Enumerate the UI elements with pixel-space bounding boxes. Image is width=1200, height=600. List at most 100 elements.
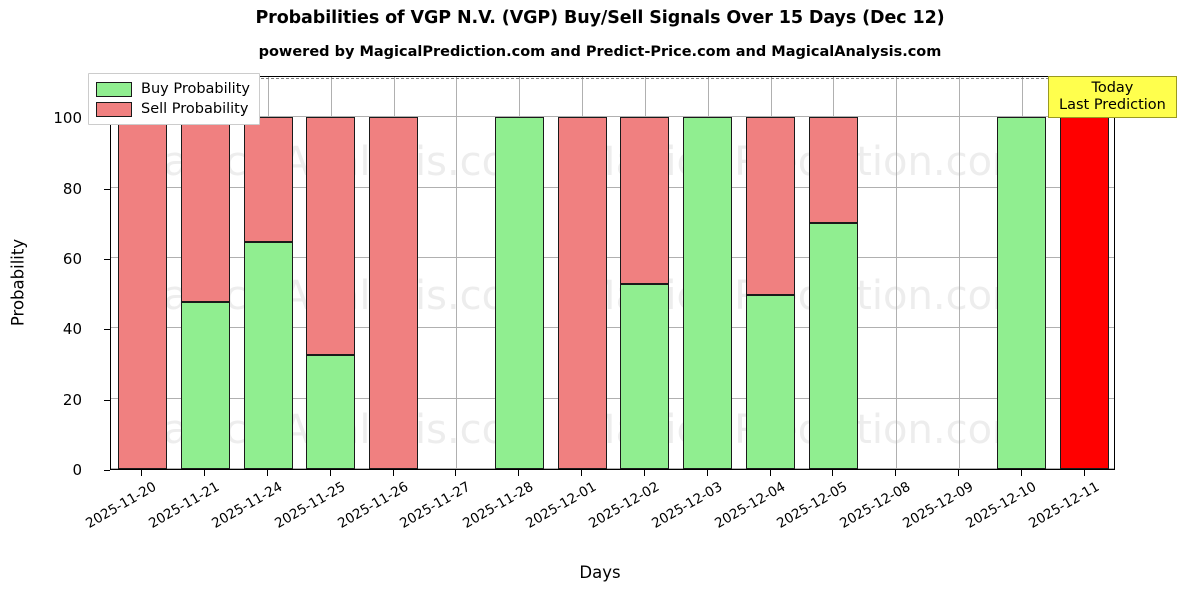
x-axis-tick-mark: [267, 470, 268, 476]
x-axis-tick-mark: [393, 470, 394, 476]
bar-segment-sell[interactable]: [243, 117, 293, 243]
bar-segment-buy[interactable]: [997, 117, 1047, 469]
x-axis-tick-label: 2025-11-25: [272, 478, 348, 532]
bar-segment-buy[interactable]: [808, 222, 858, 469]
legend-color-swatch: [96, 101, 132, 117]
today-annotation: Today Last Prediction: [1048, 76, 1177, 119]
chart-subtitle: powered by MagicalPrediction.com and Pre…: [258, 44, 942, 60]
legend-item-label: Sell Probability: [141, 101, 249, 117]
x-axis-tick-label: 2025-11-24: [209, 478, 286, 532]
x-axis-tick-label: 2025-12-03: [648, 478, 725, 532]
plot-area: MagicalAnalysis.comMagicalPrediction.com…: [110, 76, 1115, 470]
bar-column[interactable]: [243, 117, 293, 469]
x-axis-tick-label: 2025-11-26: [334, 478, 411, 532]
legend-item: Sell Probability: [96, 99, 250, 119]
x-axis-tick-label: 2025-11-21: [146, 478, 223, 532]
x-axis-tick-mark: [204, 470, 205, 476]
x-axis-tick-label: 2025-12-10: [962, 478, 1039, 532]
gridline-horizontal: [111, 327, 1114, 329]
bar-segment-sell[interactable]: [808, 117, 858, 223]
y-axis-tick-label: 40: [62, 320, 82, 339]
bar-column[interactable]: [808, 117, 858, 469]
bar-column[interactable]: [494, 117, 544, 469]
gridline-vertical: [456, 77, 457, 469]
bar-segment-sell[interactable]: [117, 117, 167, 469]
x-axis-tick-mark: [455, 470, 456, 476]
x-axis-tick-label: 2025-12-04: [711, 478, 788, 532]
gridline-horizontal: [111, 186, 1114, 188]
bar-segment-buy[interactable]: [683, 117, 733, 469]
y-axis-label: Probability: [8, 238, 28, 327]
x-axis-tick-mark: [958, 470, 959, 476]
x-axis-tick-label: 2025-11-28: [460, 478, 537, 532]
bar-column[interactable]: [180, 117, 230, 469]
bar-column[interactable]: [369, 117, 419, 469]
bar-column[interactable]: [117, 117, 167, 469]
today-annotation-line1: Today: [1091, 80, 1134, 96]
bar-column[interactable]: [557, 117, 607, 469]
legend-color-swatch: [96, 81, 132, 97]
y-axis-tick-mark: [104, 188, 110, 190]
bar-segment-sell[interactable]: [620, 117, 670, 285]
gridline-horizontal: [111, 256, 1114, 258]
y-axis-tick-mark: [104, 258, 110, 260]
bar-segment-buy[interactable]: [746, 294, 796, 469]
x-axis-tick-mark: [770, 470, 771, 476]
legend-item: Buy Probability: [96, 79, 250, 99]
bar-column[interactable]: [683, 117, 733, 469]
chart-title: Probabilities of VGP N.V. (VGP) Buy/Sell…: [255, 8, 945, 28]
x-axis-tick-label: 2025-12-01: [523, 478, 600, 532]
x-axis-tick-mark: [1084, 470, 1085, 476]
threshold-dashed-line: [111, 77, 1114, 79]
x-axis-tick-mark: [141, 470, 142, 476]
x-axis-tick-mark: [895, 470, 896, 476]
x-axis-tick-mark: [518, 470, 519, 476]
x-axis-tick-label: 2025-11-20: [83, 478, 160, 532]
y-axis-tick-mark: [104, 470, 110, 471]
x-axis-tick-label: 2025-12-02: [586, 478, 663, 532]
gridline-horizontal: [111, 397, 1114, 399]
chart-legend: Buy Probability Sell Probability: [88, 73, 260, 125]
bar-segment-buy[interactable]: [243, 242, 293, 469]
y-axis-tick-label: 60: [62, 249, 82, 268]
bar-column[interactable]: [620, 117, 670, 469]
y-axis-tick-mark: [104, 399, 110, 401]
bar-column[interactable]: [746, 117, 796, 469]
x-axis-tick-label: 2025-12-09: [900, 478, 977, 532]
plot-inner: MagicalAnalysis.comMagicalPrediction.com…: [111, 77, 1114, 469]
x-axis-tick-mark: [581, 470, 582, 476]
x-axis-tick-mark: [644, 470, 645, 476]
y-axis-tick-label: 100: [53, 109, 82, 128]
x-axis-tick-mark: [707, 470, 708, 476]
x-axis-tick-mark: [832, 470, 833, 476]
y-axis-tick-label: 80: [62, 179, 82, 198]
x-axis-tick-label: 2025-12-11: [1025, 478, 1102, 532]
bar-column[interactable]: [1060, 117, 1110, 469]
bar-column[interactable]: [997, 117, 1047, 469]
bar-column[interactable]: [306, 117, 356, 469]
bar-segment-buy[interactable]: [180, 301, 230, 469]
gridline-vertical: [896, 77, 897, 469]
x-axis-tick-mark: [330, 470, 331, 476]
bar-segment-sell[interactable]: [180, 117, 230, 302]
bar-segment-buy[interactable]: [620, 284, 670, 469]
x-axis-label: Days: [579, 563, 621, 582]
x-axis-tick-label: 2025-11-27: [397, 478, 474, 532]
bar-segment-sell[interactable]: [306, 117, 356, 355]
x-axis-tick-label: 2025-12-08: [837, 478, 914, 532]
today-annotation-line2: Last Prediction: [1059, 96, 1166, 113]
bar-segment-buy[interactable]: [494, 117, 544, 469]
bar-segment-sell[interactable]: [557, 117, 607, 469]
bar-segment-sell[interactable]: [746, 117, 796, 295]
gridline-horizontal: [111, 116, 1114, 118]
x-axis-tick-label: 2025-12-05: [774, 478, 851, 532]
gridline-vertical: [959, 77, 960, 469]
bar-segment-sell[interactable]: [1060, 117, 1110, 469]
gridline-horizontal: [111, 468, 1114, 469]
bar-segment-sell[interactable]: [369, 117, 419, 469]
y-axis-tick-label: 0: [72, 461, 82, 479]
y-axis-tick-mark: [104, 329, 110, 331]
bar-segment-buy[interactable]: [306, 354, 356, 469]
x-axis-tick-mark: [1021, 470, 1022, 476]
